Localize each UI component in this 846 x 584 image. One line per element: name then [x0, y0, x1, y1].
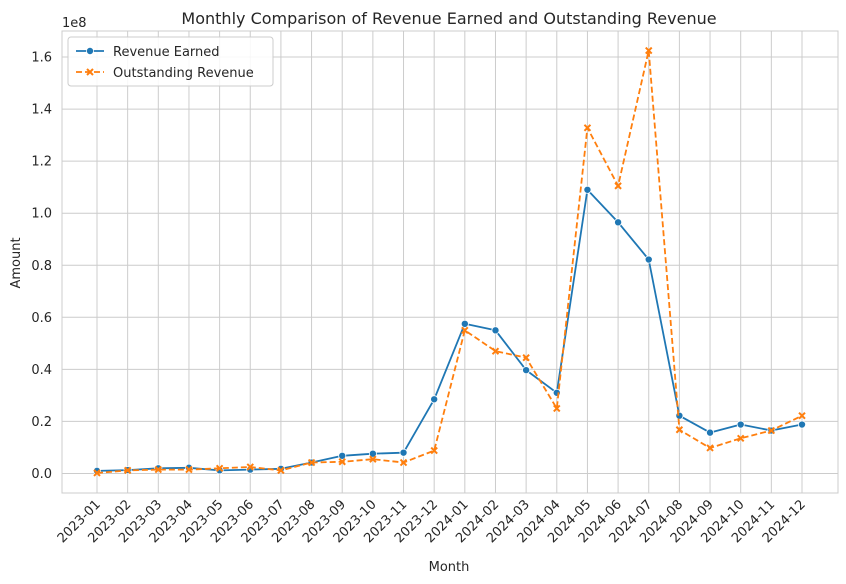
series-layer: [93, 46, 807, 477]
y-tick-label: 1.6: [31, 51, 52, 66]
data-point-outstanding-revenue: [277, 466, 285, 475]
data-point-revenue-earned: [644, 255, 653, 264]
data-point-outstanding-revenue: [522, 353, 530, 362]
y-tick-label: 0.4: [31, 363, 52, 378]
data-point-outstanding-revenue: [215, 464, 224, 472]
data-point-revenue-earned: [491, 326, 500, 335]
data-point-revenue-earned: [399, 448, 408, 457]
data-point-revenue-earned: [460, 319, 469, 328]
series-line-revenue-earned: [96, 188, 803, 472]
y-axis-label: Amount: [9, 237, 24, 288]
y-scale-label: 1e8: [62, 16, 87, 31]
legend-label-revenue-earned: Revenue Earned: [113, 45, 220, 60]
data-point-revenue-earned: [368, 449, 377, 458]
data-point-outstanding-revenue: [736, 434, 745, 443]
data-point-outstanding-revenue: [767, 426, 776, 435]
data-point-outstanding-revenue: [399, 458, 408, 467]
y-tick-label: 0.0: [31, 467, 52, 482]
data-point-outstanding-revenue: [645, 46, 653, 55]
data-point-outstanding-revenue: [338, 458, 346, 466]
data-point-outstanding-revenue: [706, 444, 714, 452]
data-point-outstanding-revenue: [461, 326, 469, 335]
data-point-outstanding-revenue: [185, 465, 193, 474]
data-point-revenue-earned: [430, 395, 439, 404]
legend-box: [67, 36, 274, 87]
y-tick-label: 1.0: [31, 207, 52, 222]
data-point-revenue-earned: [522, 366, 531, 375]
series-outstanding-revenue: [93, 46, 806, 477]
data-point-outstanding-revenue: [553, 404, 561, 413]
series-line-outstanding-revenue: [96, 49, 803, 474]
data-point-outstanding-revenue: [246, 463, 254, 471]
y-tick-label: 1.4: [31, 103, 52, 118]
data-point-revenue-earned: [706, 428, 715, 437]
plot-area: [61, 30, 839, 494]
chart-title: Monthly Comparison of Revenue Earned and…: [181, 9, 716, 28]
data-point-outstanding-revenue: [583, 124, 592, 132]
data-point-revenue-earned: [798, 420, 807, 429]
data-point-outstanding-revenue: [798, 411, 806, 420]
data-point-outstanding-revenue: [307, 458, 316, 467]
y-tick-labels: 0.0 0.2 0.4 0.6 0.8 1.0 1.2 1.4 1.6: [31, 51, 52, 482]
legend-marker-outstanding-revenue: [86, 68, 94, 76]
y-tick-label: 1.2: [31, 155, 52, 170]
x-tick-labels: 2023-012023-022023-032023-042023-052023-…: [55, 497, 809, 546]
data-point-revenue-earned: [583, 185, 592, 194]
x-axis-label: Month: [429, 560, 470, 575]
data-point-revenue-earned: [736, 420, 745, 429]
data-point-revenue-earned: [675, 411, 684, 420]
data-point-outstanding-revenue: [93, 469, 101, 477]
data-point-outstanding-revenue: [491, 347, 500, 355]
data-point-revenue-earned: [338, 451, 347, 460]
data-point-revenue-earned: [614, 218, 623, 227]
legend-label-outstanding-revenue: Outstanding Revenue: [113, 66, 254, 81]
data-point-outstanding-revenue: [675, 426, 684, 434]
data-point-outstanding-revenue: [369, 455, 377, 463]
legend-marker-revenue-earned: [86, 47, 95, 56]
series-revenue-earned: [93, 185, 807, 475]
legend: Revenue Earned Outstanding Revenue: [67, 36, 274, 87]
data-point-outstanding-revenue: [430, 446, 438, 455]
data-point-outstanding-revenue: [154, 465, 163, 474]
y-tick-label: 0.2: [31, 415, 52, 430]
y-tick-label: 0.6: [31, 311, 52, 326]
y-tick-label: 0.8: [31, 259, 52, 274]
data-point-outstanding-revenue: [614, 182, 622, 190]
data-point-outstanding-revenue: [123, 466, 132, 475]
